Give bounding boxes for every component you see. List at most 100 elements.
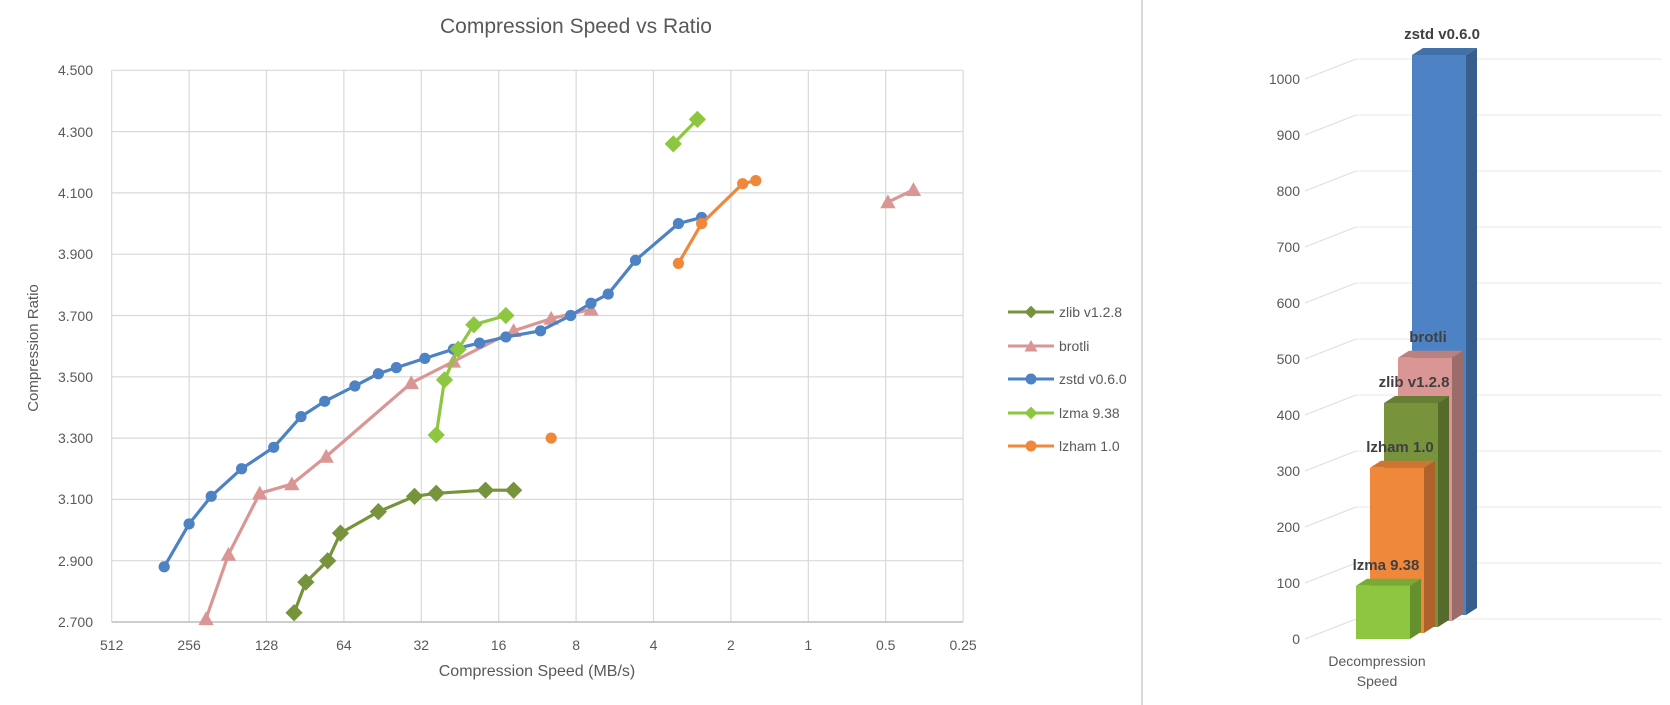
legend-item-lzma: lzma 9.38 <box>1008 405 1120 421</box>
series-point-brotli <box>905 182 922 197</box>
series-point-brotli <box>220 546 237 561</box>
bar-top-lzma <box>1356 578 1421 586</box>
legend-item-brotli: brotli <box>1008 338 1089 354</box>
bar-value-label-zstd: zstd v0.6.0 <box>1404 26 1480 43</box>
series-point-zstd <box>268 441 280 453</box>
series-point-zstd <box>500 331 512 343</box>
bar-y-tick-label: 700 <box>1276 239 1300 255</box>
series-point-lzma <box>435 371 454 389</box>
series-point-zstd <box>602 288 614 300</box>
x-tick-label: 0.5 <box>875 637 896 653</box>
x-tick-label: 8 <box>572 637 580 653</box>
series-point-zlib <box>319 552 337 570</box>
bar-y-tick-label: 900 <box>1276 127 1300 143</box>
y-tick-label: 4.100 <box>57 184 93 201</box>
series-point-zstd <box>205 490 217 502</box>
series-point-zstd <box>629 254 642 266</box>
y-tick-label: 3.300 <box>57 430 93 447</box>
brotli-legend-marker-icon <box>1008 339 1054 352</box>
chart-pane-divider <box>1141 0 1143 705</box>
bar-value-label-brotli: brotli <box>1409 328 1447 346</box>
lzma-legend-marker-icon <box>1008 406 1054 420</box>
bar-side-zstd <box>1466 48 1477 615</box>
series-point-lzham <box>545 432 557 444</box>
series-point-zlib <box>427 484 445 502</box>
series-point-brotli <box>543 310 559 325</box>
bar-value-label-lzma: lzma 9.38 <box>1352 556 1420 574</box>
x-tick-label: 64 <box>336 637 352 653</box>
series-point-zlib <box>504 481 523 499</box>
bar-gridline-diagonal <box>1304 562 1357 584</box>
series-point-zstd <box>295 411 307 423</box>
x-tick-label: 2 <box>726 637 735 653</box>
x-tick-label: 1 <box>804 637 813 653</box>
y-tick-label: 3.700 <box>57 307 93 324</box>
legend-item-lzham: lzham 1.0 <box>1008 438 1120 454</box>
y-tick-label: 3.100 <box>57 491 93 508</box>
series-line-lzham <box>676 179 758 265</box>
y-tick-label: 2.900 <box>57 552 93 569</box>
bar-gridline-diagonal <box>1304 506 1357 528</box>
bar-top-zlib <box>1384 396 1449 403</box>
bar-y-tick-label: 200 <box>1276 519 1300 535</box>
bar-gridline-diagonal <box>1304 450 1357 472</box>
series-point-zstd <box>183 518 195 530</box>
series-point-brotli <box>403 375 419 390</box>
bar-lzma <box>1356 585 1410 639</box>
x-tick-label: 0.25 <box>949 637 977 653</box>
scatter-x-axis-title: Compression Speed (MB/s) <box>438 663 636 680</box>
series-point-lzham <box>672 257 685 269</box>
bar-gridline-diagonal <box>1304 226 1357 248</box>
bar-gridline-diagonal <box>1304 170 1357 192</box>
y-tick-label: 2.700 <box>57 614 93 630</box>
bar-y-tick-label: 400 <box>1276 407 1300 423</box>
bar-top-zstd <box>1412 48 1477 55</box>
bar-y-tick-label: 500 <box>1276 351 1300 367</box>
y-tick-label: 3.900 <box>57 246 93 263</box>
legend-item-zlib: zlib v1.2.8 <box>1008 304 1122 320</box>
series-point-lzham <box>696 217 708 230</box>
series-point-lzma <box>497 306 515 325</box>
series-point-zlib <box>331 524 350 542</box>
series-point-zlib <box>285 604 303 622</box>
series-point-brotli <box>198 611 214 626</box>
bar-side-brotli <box>1452 350 1463 621</box>
bar-y-tick-label: 1000 <box>1268 71 1300 87</box>
series-point-zstd <box>473 337 486 349</box>
bar-top-lzham <box>1370 460 1435 468</box>
x-tick-label: 256 <box>177 637 201 653</box>
bar-side-lzma <box>1410 578 1421 639</box>
series-point-zlib <box>369 503 388 521</box>
bar-gridline-diagonal <box>1304 114 1357 136</box>
y-tick-label: 3.500 <box>57 368 93 385</box>
scatter-y-axis-title: Compression Ratio <box>25 284 42 412</box>
legend-label-lzma: lzma 9.38 <box>1059 404 1120 421</box>
bar-side-lzham <box>1424 460 1435 633</box>
x-tick-label: 128 <box>254 637 279 653</box>
bar-side-zlib <box>1438 396 1449 627</box>
bar-value-label-lzham: lzham 1.0 <box>1366 438 1434 456</box>
series-point-zstd <box>565 309 577 322</box>
bar-y-tick-label: 800 <box>1276 183 1300 199</box>
bar-y-tick-label: 100 <box>1276 575 1300 591</box>
series-point-lzma <box>449 340 467 358</box>
zstd-legend-marker-icon <box>1008 373 1054 385</box>
series-point-zstd <box>319 395 331 407</box>
x-tick-label: 32 <box>413 637 430 653</box>
series-point-zstd <box>585 297 597 309</box>
bar-y-tick-label: 600 <box>1276 295 1300 311</box>
series-point-zstd <box>372 368 384 380</box>
bar-value-label-zlib: zlib v1.2.8 <box>1378 374 1450 391</box>
series-point-zstd <box>390 362 402 374</box>
series-point-brotli <box>252 485 268 500</box>
series-point-brotli <box>880 194 896 209</box>
x-tick-label: 512 <box>100 637 124 653</box>
bar-gridline-diagonal <box>1304 618 1357 640</box>
series-point-lzma <box>427 426 445 444</box>
series-point-zstd <box>672 217 685 230</box>
series-line-zlib <box>292 488 516 615</box>
legend-item-zstd: zstd v0.6.0 <box>1008 371 1127 387</box>
series-point-zstd <box>235 463 248 475</box>
